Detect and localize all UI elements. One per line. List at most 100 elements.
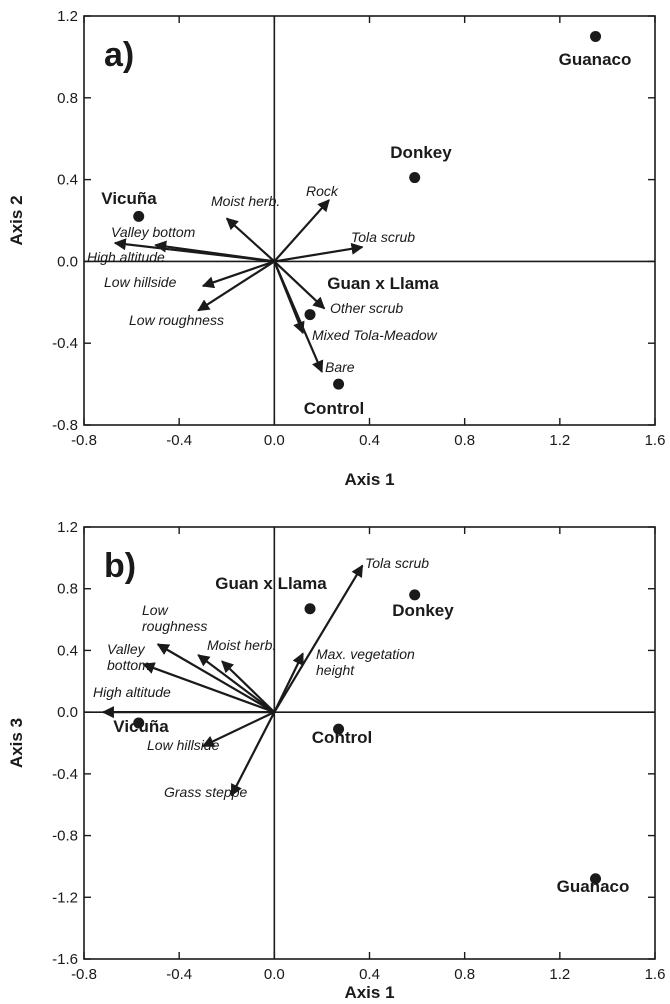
y-tick-label: 0.8 (57, 581, 78, 598)
vector-arrow (221, 660, 276, 713)
vector-label: High altitude (93, 684, 171, 700)
y-axis-title: Axis 2 (7, 195, 26, 245)
vector-label: Low hillside (104, 274, 177, 290)
vector-label: Valley bottom (107, 641, 150, 673)
vector-label: Low roughness (129, 312, 224, 328)
vector-label-line: roughness (142, 618, 207, 634)
panel-a: -0.8 -0.4 0.0 0.4 0.8 1.2 1.6 -0.8 -0.4 0.0 0.4 0.8… (7, 8, 665, 489)
x-tick-label: 0.0 (264, 966, 285, 983)
y-tick-label: -0.4 (52, 335, 78, 352)
y-tick-label: -1.2 (52, 889, 78, 906)
y-tick-label: -1.6 (52, 951, 78, 968)
x-tick-label: 1.6 (645, 432, 666, 449)
vector-arrow (142, 662, 275, 714)
point-label: Guan x Llama (327, 274, 439, 293)
y-tick-label: -0.8 (52, 417, 78, 434)
point-label: Vicuña (101, 189, 157, 208)
vector-label-line: Low hillside (147, 737, 220, 753)
y-axis-title: Axis 3 (7, 718, 26, 768)
vector-arrow (273, 260, 326, 310)
vector-label-line: Valley bottom (111, 224, 196, 240)
data-point (133, 717, 145, 729)
vector-label: Bare (325, 359, 355, 375)
y-tick-label: 0.4 (57, 642, 78, 659)
vector-label: High altitude (87, 249, 165, 265)
vector-label-line: Max. vegetation (316, 646, 415, 662)
data-point (409, 172, 421, 184)
data-point (304, 603, 316, 615)
vector-label: Valley bottom (111, 224, 196, 240)
vector-label: Moist herb. (211, 193, 280, 209)
vector-label: Max. vegetation height (316, 646, 415, 678)
vector-arrow (273, 564, 364, 713)
vector-arrow (273, 199, 330, 263)
data-point (133, 210, 145, 222)
vector-label-line: bottom (107, 657, 150, 673)
vector-label: Low roughness (142, 602, 207, 634)
vector-label: Low hillside (147, 737, 220, 753)
point-label: Guanaco (559, 50, 632, 69)
y-tick-label: 0.4 (57, 172, 78, 189)
vector-arrow (274, 242, 364, 263)
vector-arrow (201, 260, 275, 289)
vector-label: Moist herb. (207, 637, 276, 653)
vector-arrow (201, 711, 275, 748)
vector-label-line: Moist herb. (211, 193, 280, 209)
vector-label: Tola scrub (365, 555, 429, 571)
data-point (304, 309, 316, 321)
panel-label: b) (104, 547, 136, 585)
vector-arrow (113, 238, 275, 263)
x-tick-label: 1.6 (645, 966, 666, 983)
vector-label-line: Grass steppe (164, 784, 247, 800)
vector-arrow (225, 217, 276, 263)
x-tick-label: 1.2 (549, 966, 570, 983)
x-tick-label: 0.8 (454, 432, 475, 449)
data-point (409, 589, 421, 601)
y-tick-label: -0.8 (52, 828, 78, 845)
y-tick-label: 1.2 (57, 8, 78, 25)
vector-label-line: High altitude (93, 684, 171, 700)
point-label: Control (312, 728, 372, 747)
vector-label-line: Moist herb. (207, 637, 276, 653)
data-point (333, 723, 345, 735)
vector-label-line: Valley (107, 641, 146, 657)
vector-label-line: Low roughness (129, 312, 224, 328)
point-label: Control (304, 399, 364, 418)
x-tick-label: -0.8 (71, 432, 97, 449)
panel-label: a) (104, 36, 134, 74)
vector-label-line: Bare (325, 359, 355, 375)
y-tick-label: 0.0 (57, 704, 78, 721)
vector-arrow (273, 260, 324, 373)
x-tick-label: -0.8 (71, 966, 97, 983)
x-axis-title: Axis 1 (344, 470, 394, 489)
point-label: Donkey (390, 143, 452, 162)
vector-label-line: Mixed Tola-Meadow (312, 327, 438, 343)
vector-label: Mixed Tola-Meadow (312, 327, 438, 343)
vector-label: Grass steppe (164, 784, 247, 800)
x-tick-label: 0.0 (264, 432, 285, 449)
vector-label-line: Other scrub (330, 300, 403, 316)
y-tick-label: 0.0 (57, 253, 78, 270)
vector-arrow (197, 260, 275, 312)
x-tick-label: -0.4 (166, 966, 192, 983)
point-label: Guan x Llama (215, 574, 327, 593)
vector-label: Rock (306, 183, 339, 199)
point-label: Donkey (392, 601, 454, 620)
vector-label-line: Low hillside (104, 274, 177, 290)
point-label: Guanaco (557, 877, 630, 896)
x-tick-label: 1.2 (549, 432, 570, 449)
y-tick-label: 1.2 (57, 519, 78, 536)
vector-label: Other scrub (330, 300, 403, 316)
data-point (590, 873, 602, 885)
vector-label-line: Low (142, 602, 169, 618)
vector-arrow (197, 654, 275, 714)
x-tick-label: -0.4 (166, 432, 192, 449)
x-axis-title: Axis 1 (344, 983, 394, 1002)
data-point (333, 378, 345, 390)
vector-label-line: High altitude (87, 249, 165, 265)
vector-label-line: Tola scrub (351, 229, 415, 245)
vector-label: Tola scrub (351, 229, 415, 245)
y-tick-label: -0.4 (52, 766, 78, 783)
panel-b: -0.8 -0.4 0.0 0.4 0.8 1.2 1.6 -1.6 -1.2 -0.8 -0.4 0… (7, 519, 665, 1002)
